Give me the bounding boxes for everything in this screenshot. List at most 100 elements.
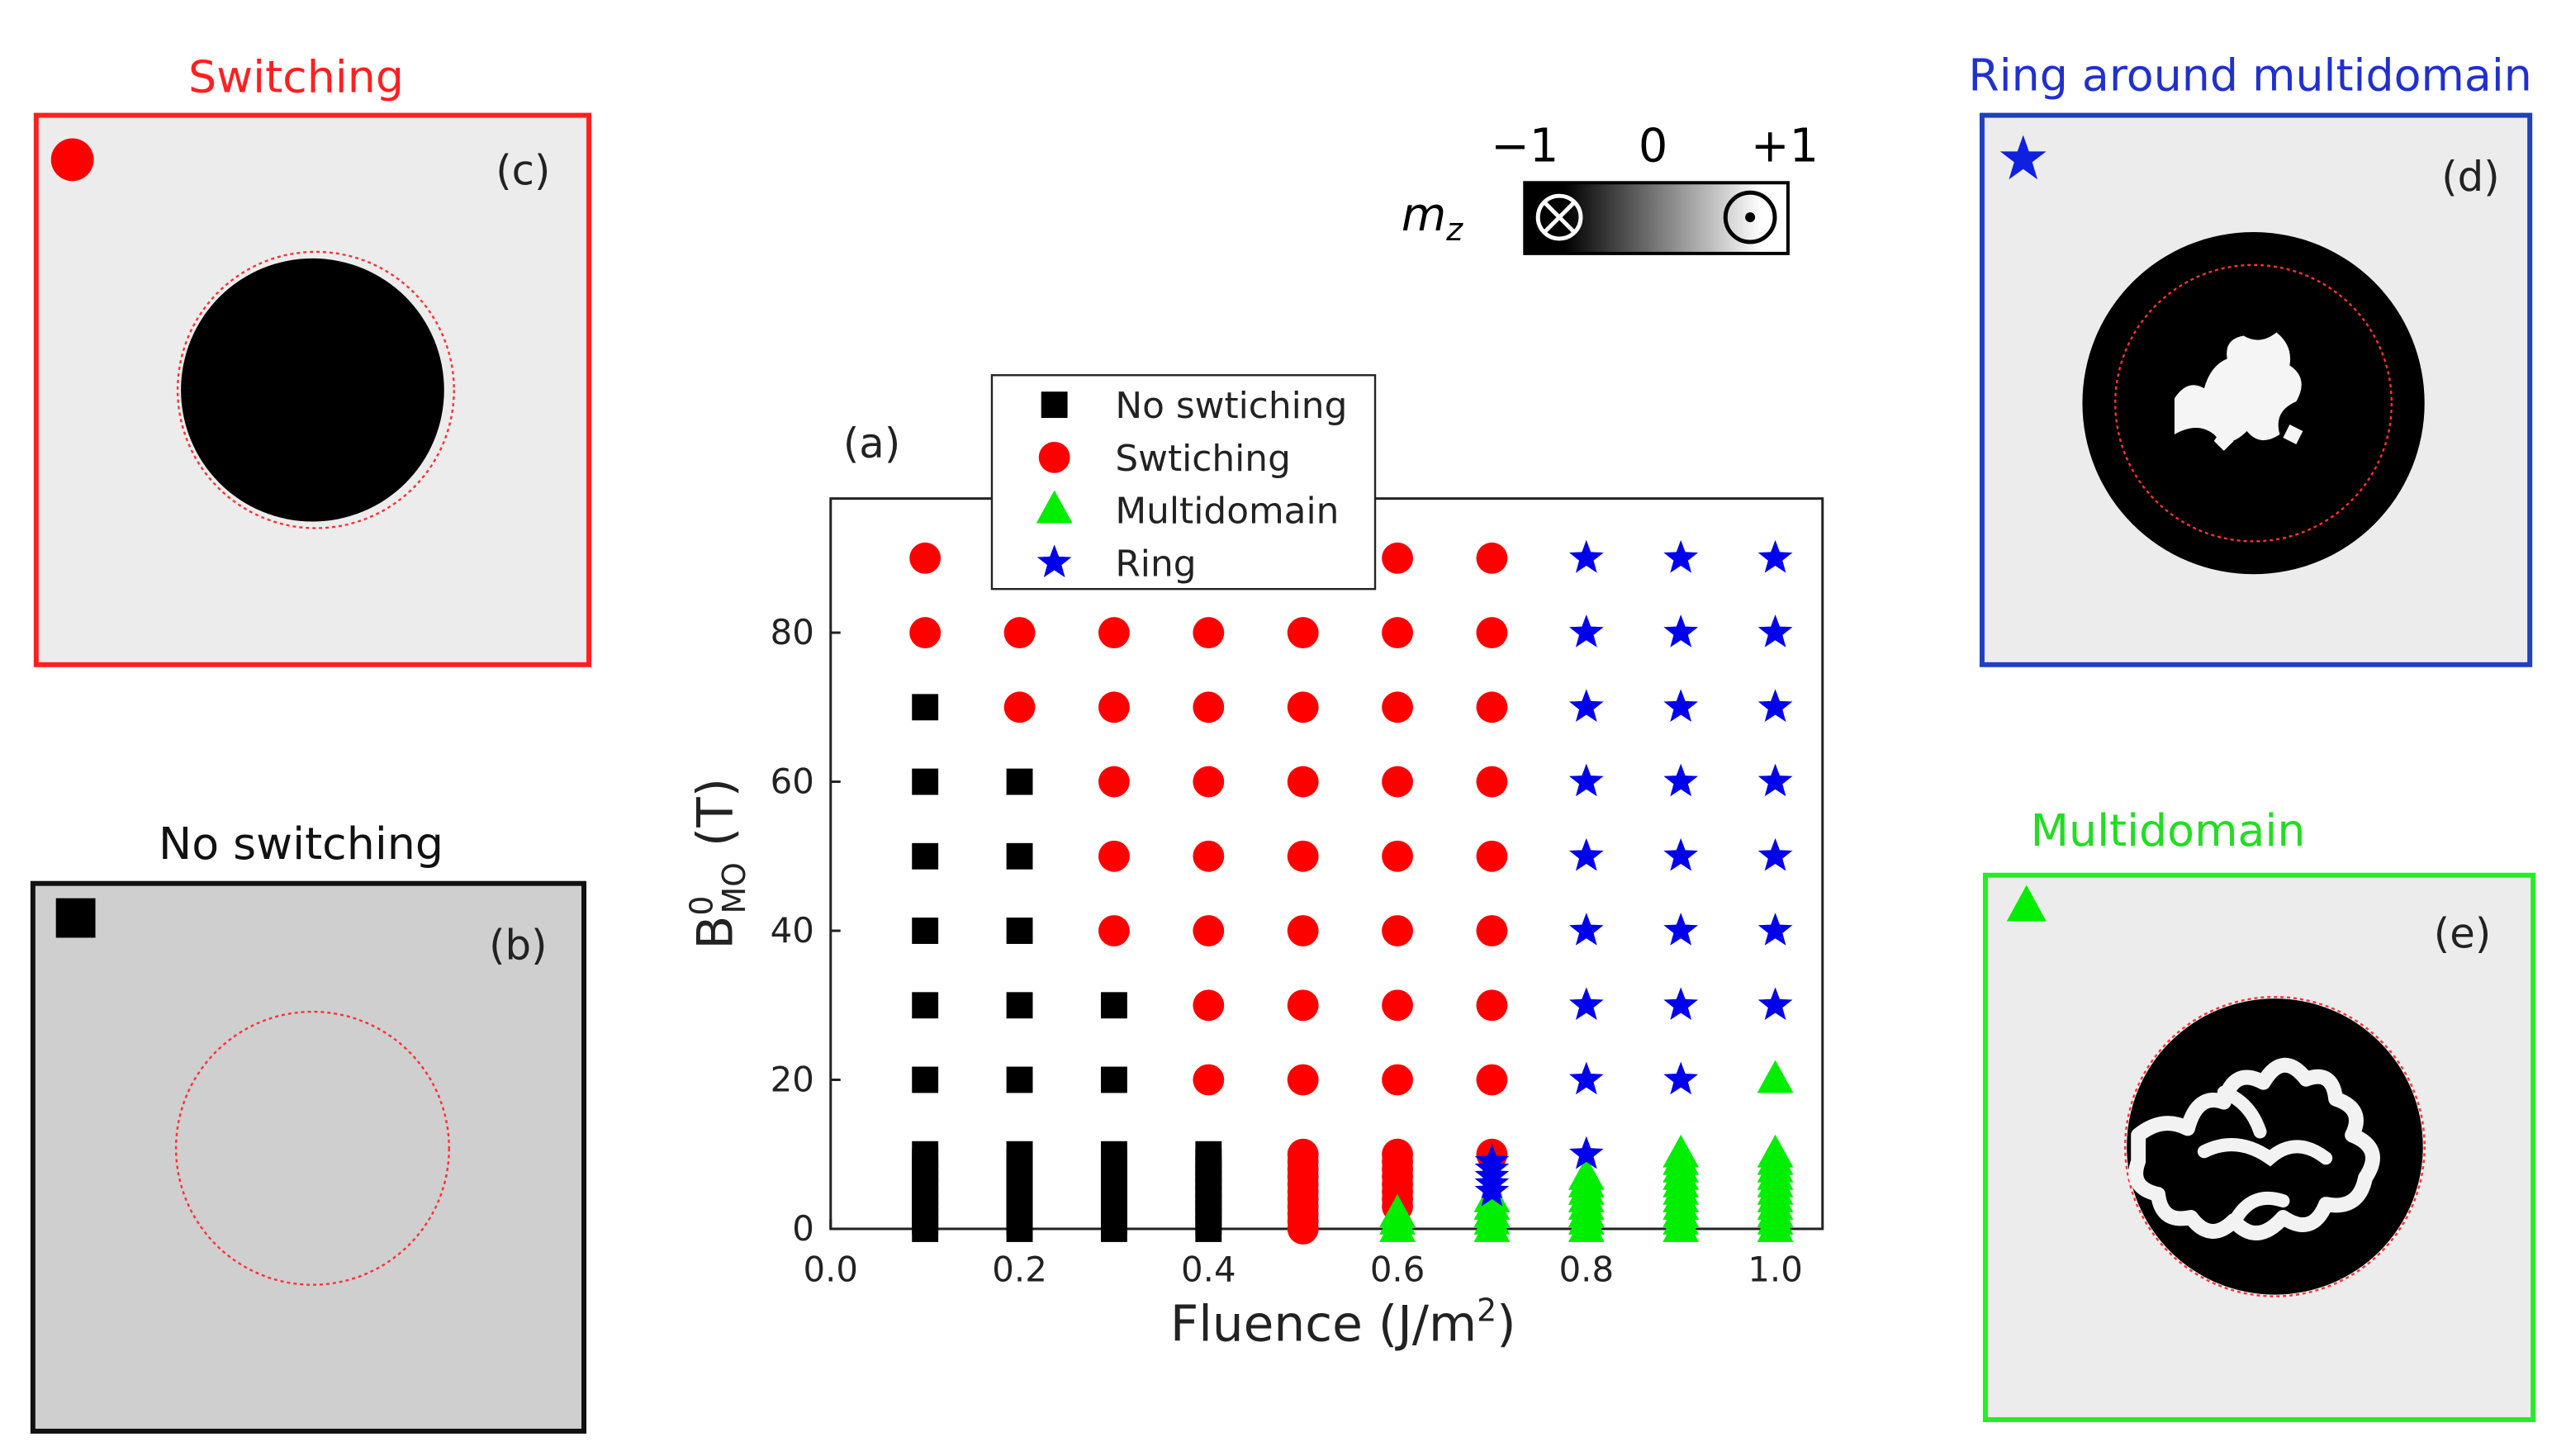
star-marker bbox=[1757, 913, 1793, 946]
y-tick-label: 80 bbox=[771, 612, 814, 652]
star-marker bbox=[1663, 837, 1699, 871]
x-tick-label: 0.4 bbox=[1181, 1250, 1236, 1290]
circle-marker bbox=[1193, 766, 1225, 798]
x-tick-label: 0.0 bbox=[804, 1250, 859, 1290]
star-marker bbox=[1568, 1136, 1604, 1169]
square-marker bbox=[1006, 842, 1033, 870]
circle-marker bbox=[1382, 617, 1413, 649]
panel-d: Ring around multidomain (d) bbox=[1968, 50, 2533, 667]
panel-marker bbox=[1999, 135, 2047, 180]
circle-marker bbox=[1003, 617, 1036, 649]
circle-marker bbox=[1476, 1064, 1508, 1096]
circle-marker bbox=[1003, 691, 1036, 723]
circle-marker bbox=[909, 617, 941, 649]
triangle-marker bbox=[1757, 1060, 1794, 1093]
square-marker bbox=[1100, 1066, 1127, 1093]
circle-marker bbox=[1287, 989, 1319, 1022]
legend-marker bbox=[1036, 490, 1073, 524]
circle-marker bbox=[1287, 840, 1319, 872]
y-tick-label: 40 bbox=[771, 910, 814, 951]
circle-marker bbox=[1287, 617, 1319, 649]
circle-marker bbox=[909, 542, 941, 574]
star-marker bbox=[1757, 689, 1793, 723]
panel-label: (e) bbox=[2434, 909, 2491, 957]
legend-label: Ring bbox=[1115, 543, 1196, 585]
star-marker bbox=[1663, 763, 1699, 797]
square-marker bbox=[912, 694, 939, 721]
circle-marker bbox=[1193, 1064, 1225, 1096]
y-axis-label-unit: (T) bbox=[687, 778, 744, 862]
star-marker bbox=[1474, 1143, 1510, 1177]
square-marker bbox=[1006, 1141, 1033, 1168]
panel-title: Switching bbox=[188, 51, 404, 103]
circle-marker bbox=[1476, 840, 1508, 872]
x-tick-label: 0.6 bbox=[1370, 1250, 1425, 1290]
circle-marker bbox=[1382, 691, 1413, 723]
circle-marker bbox=[1098, 617, 1130, 649]
star-marker bbox=[1568, 614, 1604, 647]
star-marker bbox=[1757, 987, 1793, 1020]
circle-marker bbox=[1193, 840, 1225, 872]
out-symbol bbox=[1723, 190, 1777, 244]
star-marker bbox=[1663, 987, 1699, 1020]
square-marker bbox=[912, 918, 939, 944]
triangle-marker bbox=[1757, 1134, 1794, 1168]
square-marker bbox=[1195, 1141, 1222, 1168]
circle-marker bbox=[1382, 1064, 1413, 1096]
triangle-marker bbox=[1568, 1156, 1605, 1190]
panel-title: Multidomain bbox=[2031, 804, 2306, 856]
square-marker bbox=[1100, 1141, 1127, 1168]
panel-e: Multidomain (e) bbox=[1982, 804, 2536, 1422]
x-axis-label: Fluence (J/m2) bbox=[1170, 1292, 1516, 1353]
y-axis-label-sup: 0 bbox=[683, 896, 719, 916]
circle-marker bbox=[1193, 617, 1225, 649]
colorbar-label-sub: z bbox=[1445, 211, 1463, 248]
circle-marker bbox=[1382, 915, 1413, 946]
domain-pattern bbox=[2197, 1085, 2333, 1224]
star-marker bbox=[1663, 614, 1699, 647]
square-marker bbox=[912, 1066, 939, 1093]
star-marker bbox=[1568, 763, 1604, 797]
circle-marker bbox=[1476, 915, 1508, 946]
colorbar-label-base: m bbox=[1402, 188, 1446, 242]
circle-marker bbox=[1287, 1064, 1319, 1096]
y-tick-label: 0 bbox=[792, 1208, 814, 1249]
star-marker bbox=[1757, 614, 1793, 647]
star-marker bbox=[1568, 913, 1604, 946]
circle-marker bbox=[1098, 915, 1130, 946]
circle-marker bbox=[1287, 691, 1319, 723]
star-marker bbox=[1757, 539, 1793, 573]
square-marker bbox=[912, 992, 939, 1019]
triangle-marker bbox=[1662, 1134, 1700, 1168]
circle-marker bbox=[1098, 840, 1130, 872]
colorbar-tick: 0 bbox=[1639, 119, 1667, 173]
circle-marker bbox=[1476, 766, 1508, 798]
y-tick-label: 20 bbox=[771, 1059, 814, 1099]
legend-marker bbox=[1038, 441, 1070, 473]
star-marker bbox=[1568, 1061, 1604, 1095]
laser-spot bbox=[2124, 995, 2426, 1297]
laser-spot bbox=[174, 1010, 450, 1286]
x-tick-label: 0.2 bbox=[992, 1250, 1047, 1290]
panel-b: No switching (b) bbox=[30, 818, 587, 1434]
out-symbol bbox=[1745, 212, 1756, 223]
circle-marker bbox=[1476, 691, 1508, 723]
square-marker bbox=[1006, 918, 1033, 944]
legend-label: Swtiching bbox=[1115, 438, 1291, 480]
star-marker bbox=[1663, 913, 1699, 946]
y-axis-label: B0MO (T) bbox=[683, 778, 752, 950]
square-marker bbox=[1006, 768, 1033, 795]
colorbar-tick: +1 bbox=[1751, 119, 1819, 173]
circle-marker bbox=[1382, 1138, 1413, 1170]
domain-pattern bbox=[2174, 332, 2303, 451]
circle-marker bbox=[1287, 1138, 1319, 1170]
into-symbol bbox=[1535, 193, 1583, 241]
square-marker bbox=[912, 842, 939, 870]
circle-marker bbox=[1382, 542, 1413, 574]
panel-label: (d) bbox=[2441, 153, 2499, 201]
panel-title: Ring around multidomain bbox=[1968, 50, 2532, 102]
square-marker bbox=[912, 1141, 939, 1168]
panel-marker bbox=[50, 138, 94, 182]
panel-label: (b) bbox=[489, 921, 547, 969]
